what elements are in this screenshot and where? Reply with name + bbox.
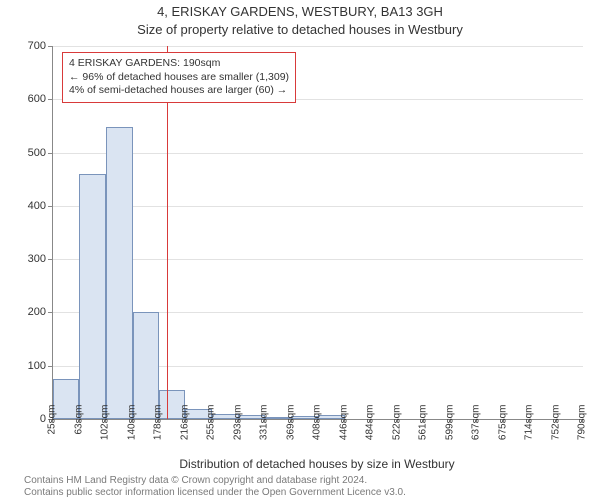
y-tick-label: 300 [6, 253, 46, 265]
x-tick-label: 408sqm [312, 405, 323, 445]
x-tick-label: 675sqm [497, 405, 508, 445]
y-tick-label: 600 [6, 93, 46, 105]
x-tick-label: 140sqm [126, 405, 137, 445]
x-tick-label: 484sqm [365, 405, 376, 445]
x-tick-label: 714sqm [524, 405, 535, 445]
annotation-line: ← 96% of detached houses are smaller (1,… [69, 71, 289, 85]
x-tick-label: 522sqm [391, 405, 402, 445]
annotation-line: 4% of semi-detached houses are larger (6… [69, 84, 289, 98]
x-tick-label: 25sqm [47, 405, 58, 445]
x-tick-label: 178sqm [153, 405, 164, 445]
gridline [53, 46, 583, 47]
x-tick-label: 599sqm [444, 405, 455, 445]
y-tick-label: 700 [6, 40, 46, 52]
x-tick-label: 790sqm [577, 405, 588, 445]
y-tick-mark [48, 366, 52, 367]
y-tick-mark [48, 46, 52, 47]
x-tick-label: 561sqm [418, 405, 429, 445]
histogram-bar [106, 127, 132, 419]
y-tick-mark [48, 259, 52, 260]
y-tick-mark [48, 153, 52, 154]
y-tick-mark [48, 312, 52, 313]
x-axis-label: Distribution of detached houses by size … [52, 457, 582, 471]
x-tick-label: 102sqm [100, 405, 111, 445]
x-tick-label: 216sqm [179, 405, 190, 445]
x-tick-label: 293sqm [232, 405, 243, 445]
y-tick-label: 100 [6, 360, 46, 372]
histogram-bar [133, 312, 159, 419]
y-tick-label: 200 [6, 306, 46, 318]
y-tick-mark [48, 99, 52, 100]
credits: Contains HM Land Registry data © Crown c… [24, 475, 406, 499]
x-tick-label: 637sqm [471, 405, 482, 445]
credits-line2: Contains public sector information licen… [24, 487, 406, 499]
x-tick-label: 255sqm [206, 405, 217, 445]
chart-title-sub: Size of property relative to detached ho… [0, 22, 600, 37]
annotation-line: 4 ERISKAY GARDENS: 190sqm [69, 57, 289, 71]
histogram-chart: 4, ERISKAY GARDENS, WESTBURY, BA13 3GH S… [0, 0, 600, 500]
x-tick-label: 752sqm [550, 405, 561, 445]
y-tick-label: 400 [6, 200, 46, 212]
histogram-bar [79, 174, 106, 419]
y-tick-mark [48, 206, 52, 207]
x-tick-label: 63sqm [73, 405, 84, 445]
y-tick-label: 500 [6, 147, 46, 159]
x-tick-label: 331sqm [259, 405, 270, 445]
x-tick-label: 369sqm [285, 405, 296, 445]
annotation-box: 4 ERISKAY GARDENS: 190sqm← 96% of detach… [62, 52, 296, 103]
x-tick-label: 446sqm [338, 405, 349, 445]
chart-title-main: 4, ERISKAY GARDENS, WESTBURY, BA13 3GH [0, 4, 600, 19]
y-tick-label: 0 [6, 413, 46, 425]
credits-line1: Contains HM Land Registry data © Crown c… [24, 475, 406, 487]
